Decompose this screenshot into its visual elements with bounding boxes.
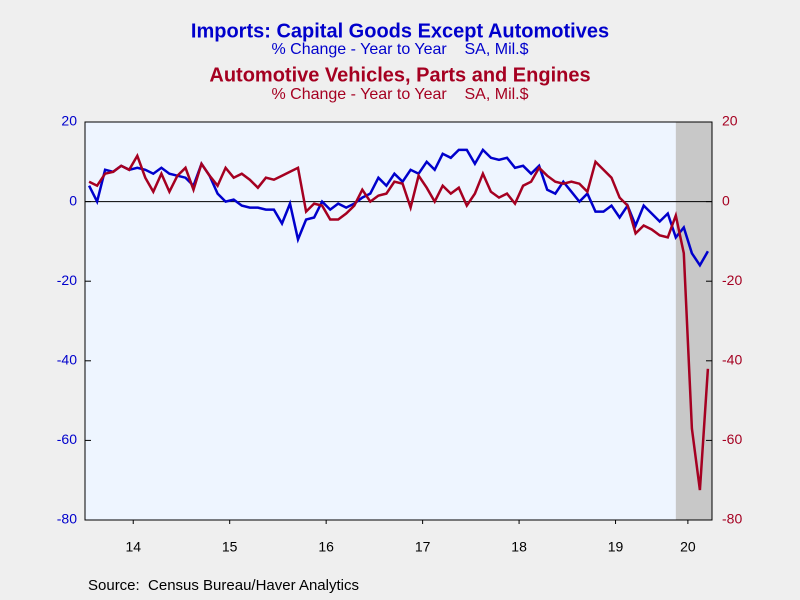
x-tick-label: 20 [680,539,696,555]
chart-title: Imports: Capital Goods Except Automotive… [191,20,609,42]
plot-area [85,122,712,520]
source-note: Source: Census Bureau/Haver Analytics [88,577,359,594]
y-tick-label: -80 [57,511,77,527]
x-tick-label: 19 [608,539,624,555]
x-tick-label: 17 [415,539,431,555]
y2-tick-label: -80 [722,511,742,527]
y-tick-label: -20 [57,272,77,288]
chart-subtitle: % Change - Year to Year SA, Mil.$ [271,41,528,58]
plot-frame [84,121,713,521]
y2-tick-label: -60 [722,431,742,447]
recession-shading [675,122,712,520]
chart-title-2: Automotive Vehicles, Parts and Engines [209,64,590,86]
y2-tick-label: -20 [722,272,742,288]
series-line [88,152,710,491]
y2-tick-label: -40 [722,352,742,368]
x-tick-label: 18 [511,539,527,555]
y2-tick-label: 0 [722,192,730,208]
x-tick-label: 16 [318,539,334,555]
x-tick-label: 14 [125,539,141,555]
y-tick-label: -60 [57,431,77,447]
y-tick-label: 0 [69,192,77,208]
y2-tick-label: 20 [722,113,738,129]
x-tick-label: 15 [222,539,238,555]
y-tick-label: -40 [57,352,77,368]
chart-subtitle-2: % Change - Year to Year SA, Mil.$ [271,86,528,103]
y-tick-label: 20 [61,113,77,129]
